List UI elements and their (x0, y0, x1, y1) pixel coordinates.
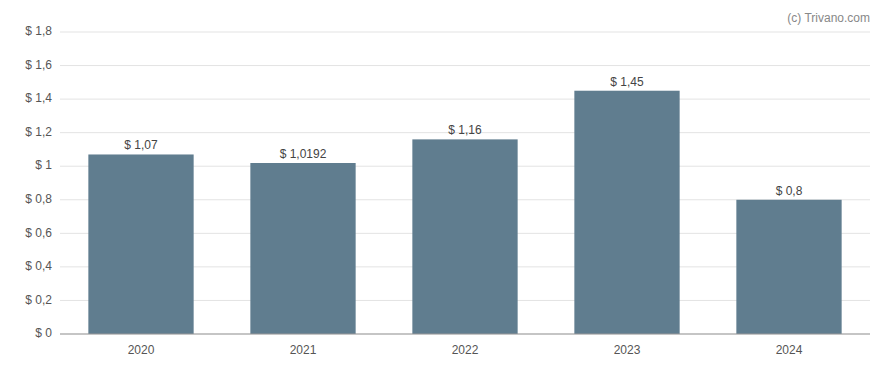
y-tick-label: $ 1,4 (25, 91, 52, 105)
y-tick-label: $ 1,8 (25, 24, 52, 38)
bar (574, 91, 679, 334)
bar (412, 139, 517, 334)
x-tick-label: 2021 (290, 343, 317, 357)
data-label: $ 1,45 (610, 75, 644, 89)
x-tick-label: 2023 (614, 343, 641, 357)
x-tick-label: 2022 (452, 343, 479, 357)
grid-line (60, 99, 870, 100)
data-label: $ 0,8 (776, 184, 803, 198)
x-axis: 2020 2021 2022 2023 2024 (128, 343, 803, 357)
y-tick-label: $ 0,8 (25, 192, 52, 206)
chart: $ 0 $ 0,2 $ 0,4 $ 0,6 $ 0,8 $ 1 $ 1,2 $ 1,4 $ 1,… (0, 0, 888, 370)
bar (736, 200, 841, 334)
x-axis-line (60, 334, 870, 335)
data-label: $ 1,07 (124, 138, 158, 152)
data-labels: $ 1,07 $ 1,0192 $ 1,16 $ 1,45 $ 0,8 (124, 75, 802, 198)
y-tick-label: $ 0,2 (25, 293, 52, 307)
grid-line (60, 32, 870, 33)
annotation: (c) Trivano.com (787, 11, 870, 25)
y-tick-label: $ 1,6 (25, 58, 52, 72)
bar (250, 163, 355, 334)
x-tick-label: 2024 (776, 343, 803, 357)
y-tick-label: $ 1,2 (25, 125, 52, 139)
data-label: $ 1,16 (448, 123, 482, 137)
grid-line (60, 65, 870, 66)
y-tick-label: $ 0 (35, 326, 52, 340)
grid-line (60, 334, 870, 335)
y-axis: $ 0 $ 0,2 $ 0,4 $ 0,6 $ 0,8 $ 1 $ 1,2 $ 1,4 $ 1,… (25, 24, 52, 340)
bar (88, 154, 193, 334)
y-tick-label: $ 0,6 (25, 226, 52, 240)
data-label: $ 1,0192 (280, 147, 327, 161)
bars (88, 91, 841, 334)
x-tick-label: 2020 (128, 343, 155, 357)
grid (60, 32, 870, 334)
y-tick-label: $ 0,4 (25, 259, 52, 273)
chart-container: $ 0 $ 0,2 $ 0,4 $ 0,6 $ 0,8 $ 1 $ 1,2 $ 1,4 $ 1,… (0, 0, 888, 370)
y-tick-label: $ 1 (35, 158, 52, 172)
